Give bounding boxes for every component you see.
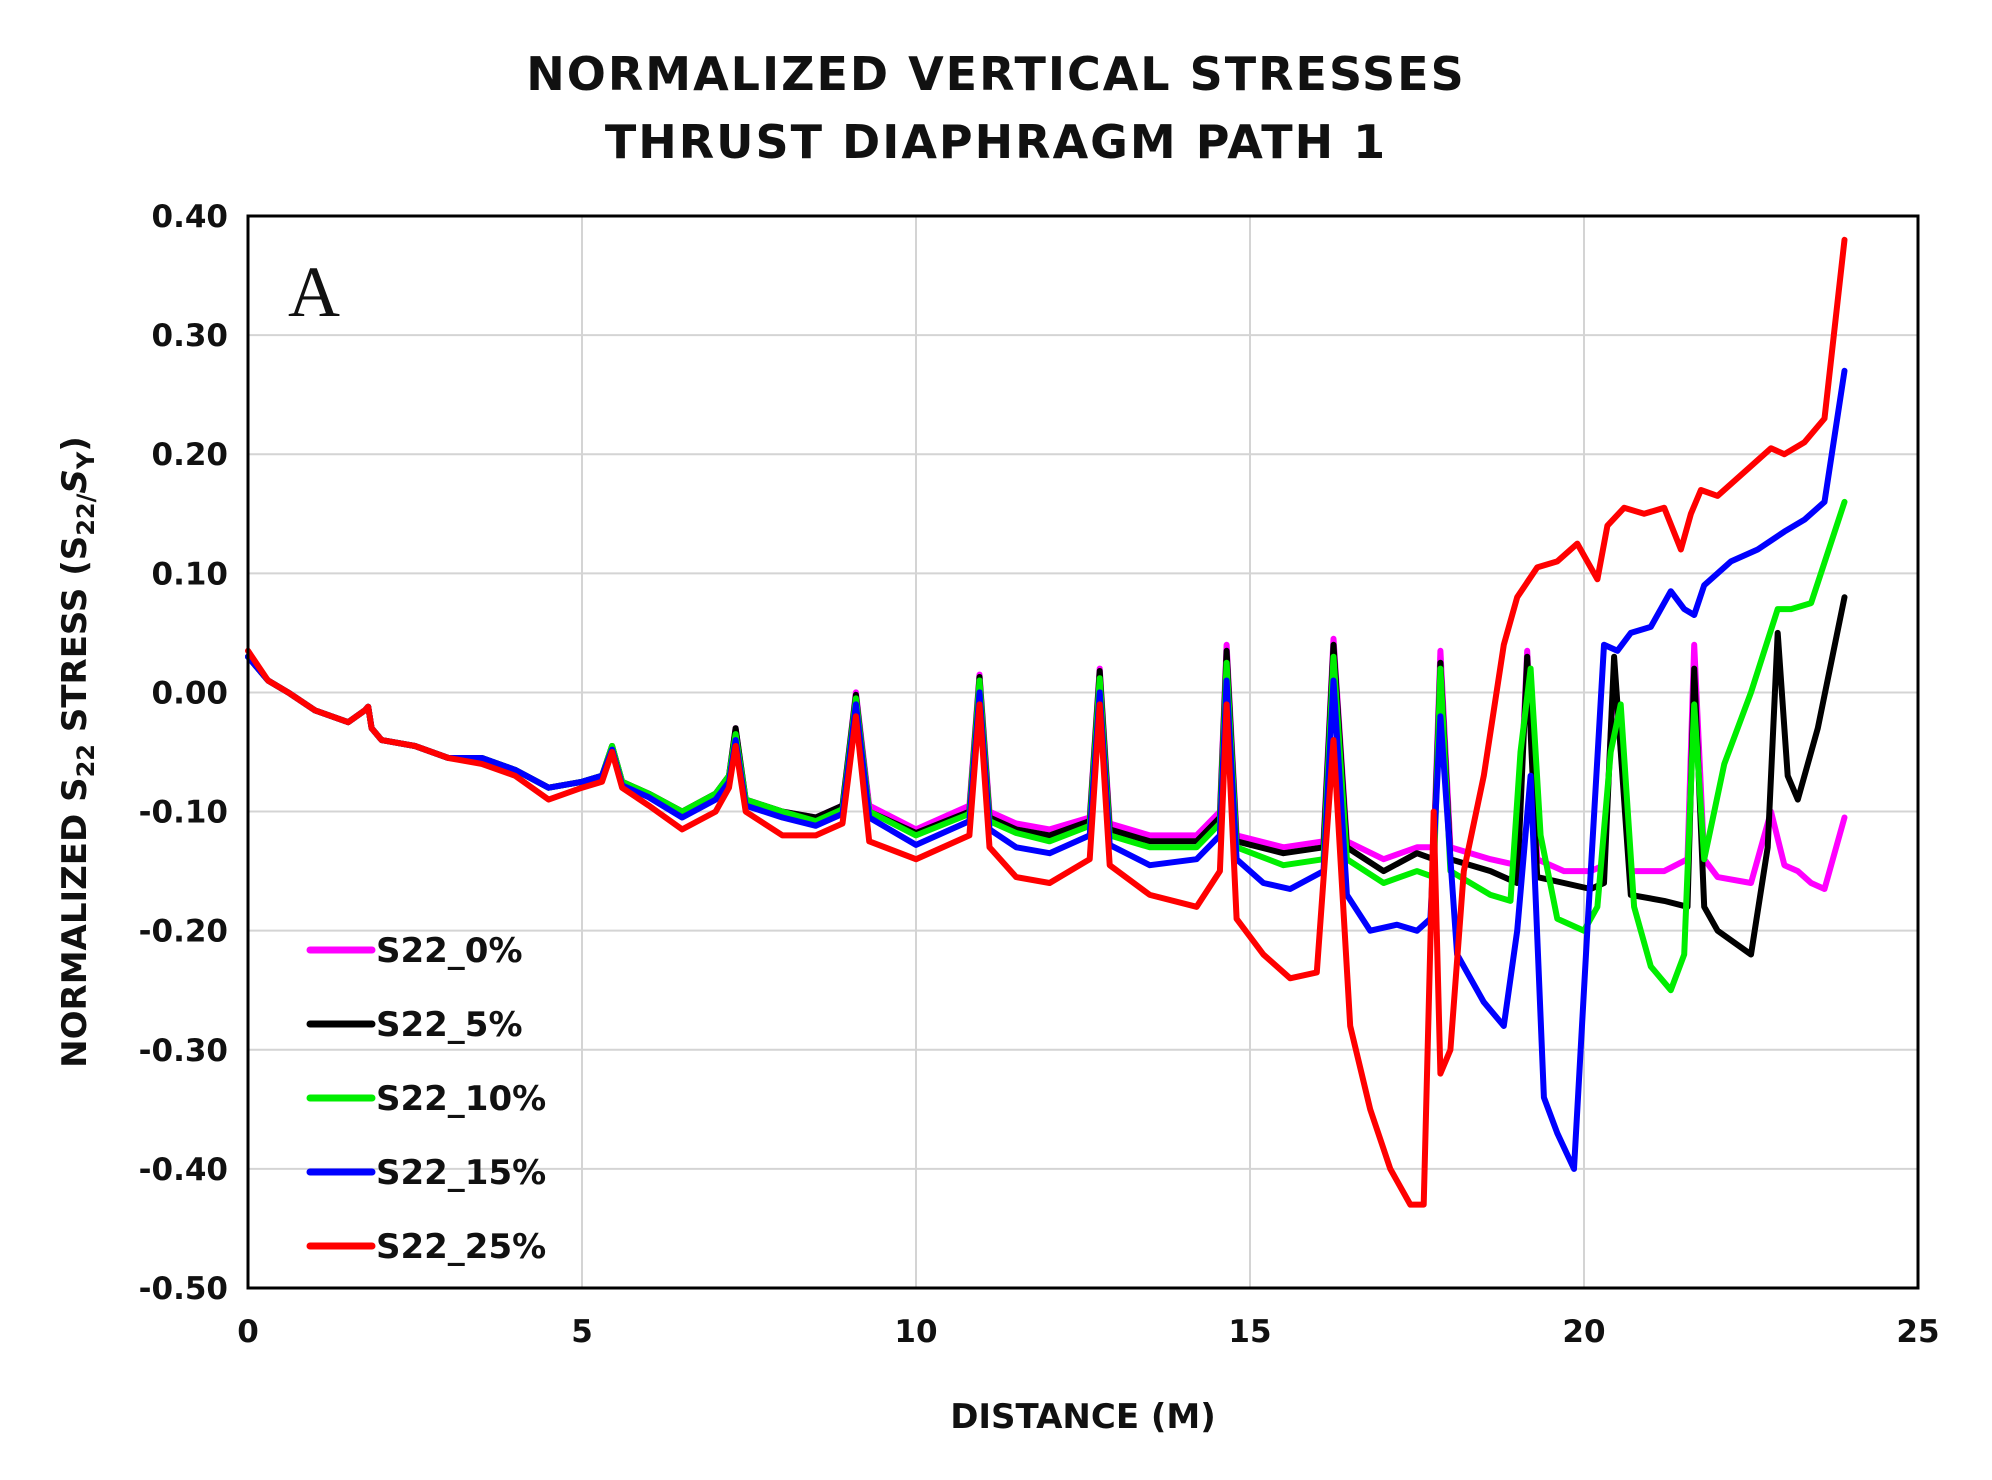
panel-label: A	[288, 252, 340, 332]
x-tick-label: 15	[1228, 1314, 1271, 1350]
series-line-5	[245, 236, 1848, 1208]
y-label-suffix: )	[55, 436, 95, 452]
legend-label-1: S22_0%	[376, 931, 523, 971]
x-tick-label: 5	[571, 1314, 593, 1350]
series-line-4	[245, 367, 1848, 1172]
gridlines	[247, 215, 1919, 1289]
y-label-prefix: NORMALIZED S	[55, 777, 95, 1067]
plot-area-frame	[246, 214, 1920, 1290]
y-label-mid: STRESS (S	[55, 536, 95, 744]
y-tick-label: 0.10	[152, 556, 229, 592]
y-label-sub-3: Y	[72, 451, 100, 470]
y-tick-label: -0.40	[139, 1152, 228, 1188]
x-tick-label: 10	[894, 1314, 937, 1350]
y-tick-label: 0.30	[152, 318, 229, 354]
legend-label-5: S22_25%	[376, 1227, 546, 1267]
y-axis-ticks: 0.40 0.30 0.20 0.10 0.00 -0.10 -0.20 -0.30 -0.40…	[139, 199, 228, 1307]
y-tick-label: 0.00	[152, 675, 229, 711]
x-axis-label: DISTANCE (M)	[950, 1397, 1216, 1437]
legend: S22_0% S22_5% S22_10% S22_15% S22_25%	[306, 931, 546, 1267]
y-tick-label: 0.40	[152, 199, 229, 235]
x-axis-ticks: 0 5 10 15 20 25	[237, 1314, 1939, 1350]
legend-label-3: S22_10%	[376, 1079, 546, 1119]
y-axis-label: NORMALIZED S22 STRESS (S22/SY)	[55, 436, 100, 1068]
x-tick-label: 25	[1896, 1314, 1939, 1350]
y-tick-label: -0.30	[139, 1033, 228, 1069]
y-tick-label: -0.50	[139, 1271, 228, 1307]
y-tick-label: -0.10	[139, 795, 228, 831]
x-tick-label: 20	[1562, 1314, 1605, 1350]
y-label-mid-2: S	[55, 469, 95, 494]
series-layer	[245, 236, 1848, 1208]
y-label-sub-2: 22/	[72, 493, 100, 535]
y-tick-label: 0.20	[152, 437, 229, 473]
legend-label-4: S22_15%	[376, 1153, 546, 1193]
chart-title-line-1: NORMALIZED VERTICAL STRESSES	[526, 47, 1465, 101]
series-line-3	[245, 498, 1848, 994]
legend-label-2: S22_5%	[376, 1005, 523, 1045]
x-tick-label: 0	[237, 1314, 259, 1350]
chart-title-line-2: THRUST DIAPHRAGM PATH 1	[605, 115, 1387, 169]
y-tick-label: -0.20	[139, 914, 228, 950]
y-label-sub-1: 22	[72, 744, 100, 777]
